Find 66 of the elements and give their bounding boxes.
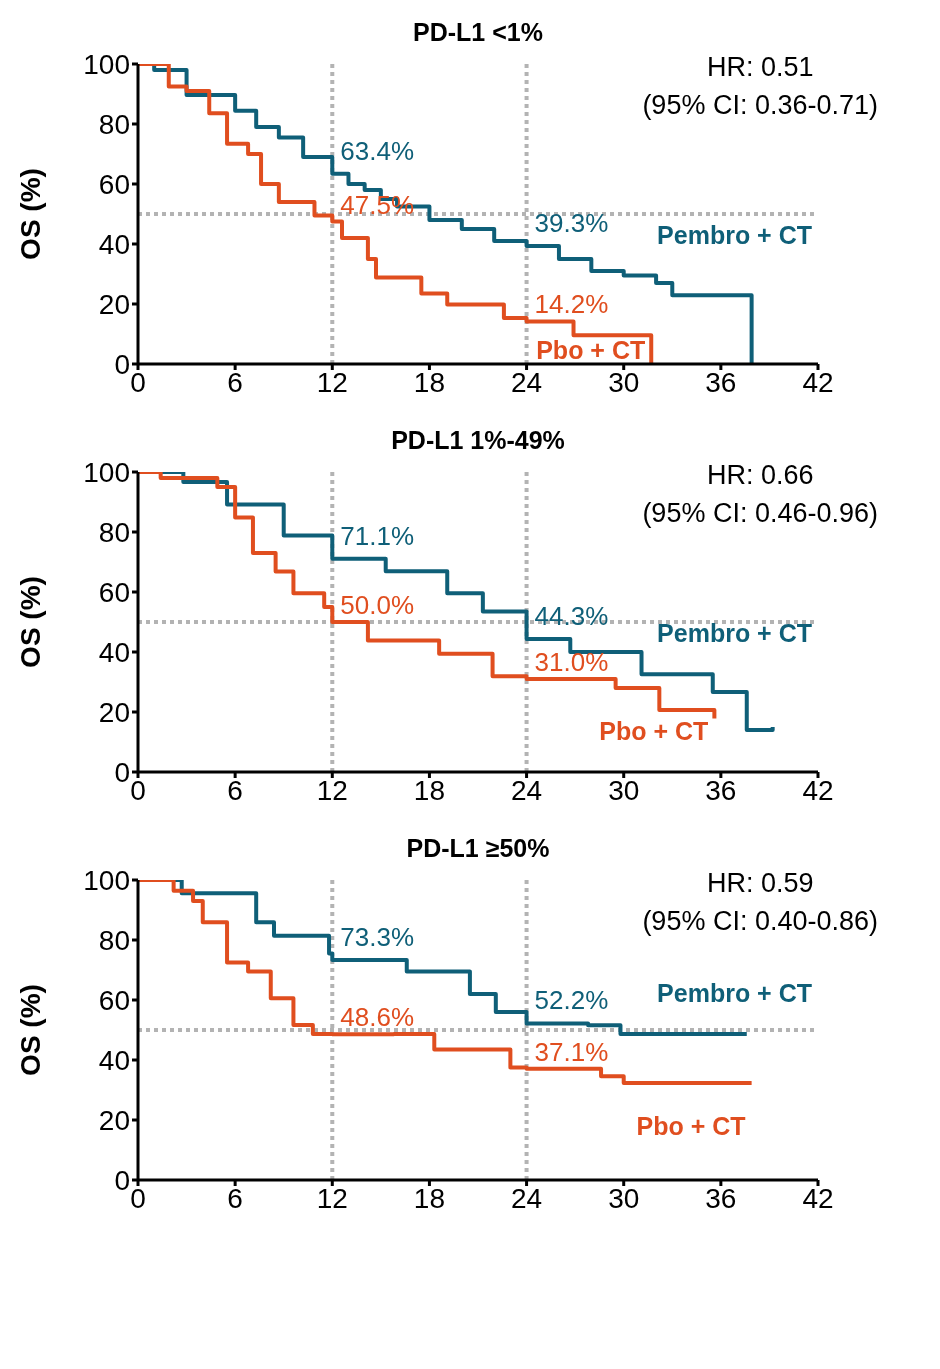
x-tick-label: 18 bbox=[413, 774, 446, 806]
series-label: Pbo + CT bbox=[599, 717, 709, 745]
x-tick-label: 24 bbox=[510, 1182, 543, 1214]
y-tick-label: 60 bbox=[98, 576, 130, 608]
data-label: 73.3% bbox=[340, 922, 415, 953]
chart-title: PD-L1 1%-49% bbox=[391, 426, 565, 454]
data-label: 47.5% bbox=[340, 189, 415, 220]
y-tick-label: 80 bbox=[98, 924, 130, 956]
chart-title: PD-L1 ≥50% bbox=[406, 834, 550, 862]
y-axis-title: OS (%) bbox=[14, 168, 46, 260]
x-tick-label: 24 bbox=[510, 774, 543, 806]
data-label: 50.0% bbox=[340, 590, 415, 620]
y-tick-label: 60 bbox=[98, 984, 130, 1016]
series-label: Pbo + CT bbox=[636, 1112, 746, 1141]
data-label: 31.0% bbox=[534, 647, 609, 677]
y-axis-title: OS (%) bbox=[14, 576, 46, 668]
data-label: 52.2% bbox=[534, 985, 609, 1016]
data-label: 37.1% bbox=[534, 1036, 609, 1067]
y-tick-label: 20 bbox=[98, 288, 130, 320]
y-tick-label: 80 bbox=[98, 516, 130, 548]
x-tick-label: 36 bbox=[705, 774, 737, 806]
annotation: HR: 0.51 bbox=[705, 51, 815, 84]
data-label: 44.3% bbox=[534, 601, 609, 632]
series-label: Pembro + CT bbox=[657, 220, 812, 249]
x-tick-label: 42 bbox=[802, 1182, 834, 1214]
series-label: Pbo + CT bbox=[536, 336, 646, 364]
x-tick-label: 36 bbox=[705, 366, 737, 398]
x-tick-label: 36 bbox=[705, 1182, 737, 1214]
annotation: HR: 0.59 bbox=[705, 867, 815, 900]
series-label: Pembro + CT bbox=[657, 619, 812, 648]
annotation: HR: 0.66 bbox=[705, 459, 815, 492]
y-tick-label: 60 bbox=[98, 168, 130, 200]
x-tick-label: 12 bbox=[316, 774, 348, 806]
y-axis-title: OS (%) bbox=[14, 984, 46, 1076]
y-tick-label: 40 bbox=[98, 1044, 130, 1076]
x-tick-label: 6 bbox=[227, 366, 243, 398]
x-tick-label: 6 bbox=[227, 774, 243, 806]
chart-title: PD-L1 <1% bbox=[413, 18, 543, 46]
annotation: (95% CI: 0.36-0.71) bbox=[642, 89, 878, 122]
x-tick-label: 12 bbox=[316, 366, 348, 398]
y-tick-label: 100 bbox=[83, 864, 130, 896]
y-tick-label: 100 bbox=[83, 456, 130, 488]
x-tick-label: 6 bbox=[227, 1182, 243, 1214]
x-tick-label: 12 bbox=[316, 1182, 348, 1214]
y-tick-label: 100 bbox=[83, 48, 130, 80]
data-label: 71.1% bbox=[340, 520, 415, 551]
annotation: (95% CI: 0.40-0.86) bbox=[642, 905, 878, 938]
x-tick-label: 42 bbox=[802, 366, 834, 398]
y-tick-label: 40 bbox=[98, 228, 130, 260]
x-tick-label: 24 bbox=[510, 366, 543, 398]
data-label: 39.3% bbox=[534, 208, 609, 239]
data-label: 14.2% bbox=[534, 289, 609, 320]
x-tick-label: 30 bbox=[608, 774, 640, 806]
x-tick-label: 42 bbox=[802, 774, 834, 806]
data-label: 48.6% bbox=[340, 1002, 415, 1033]
y-tick-label: 20 bbox=[98, 1104, 130, 1136]
x-tick-label: 18 bbox=[413, 366, 446, 398]
y-tick-label: 40 bbox=[98, 636, 130, 668]
x-tick-label: 30 bbox=[608, 1182, 640, 1214]
y-tick-label: 80 bbox=[98, 108, 130, 140]
data-label: 63.4% bbox=[340, 135, 415, 166]
x-tick-label: 18 bbox=[413, 1182, 446, 1214]
annotation: (95% CI: 0.46-0.96) bbox=[642, 497, 878, 530]
series-label: Pembro + CT bbox=[657, 978, 812, 1007]
y-tick-label: 20 bbox=[98, 696, 130, 728]
x-tick-label: 30 bbox=[608, 366, 640, 398]
